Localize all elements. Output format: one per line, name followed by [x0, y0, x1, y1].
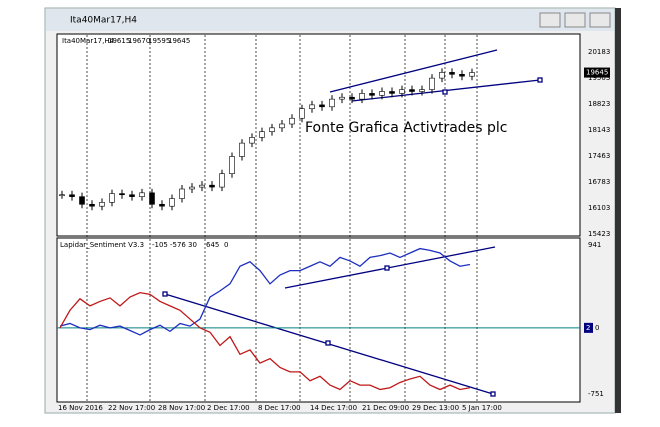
time-label: 28 Nov 17:00 — [158, 404, 205, 412]
candle — [219, 173, 225, 188]
candle — [389, 91, 395, 94]
candle — [409, 89, 415, 92]
title-bar — [46, 9, 614, 31]
price-tick-label: 18823 — [588, 100, 610, 108]
candle — [89, 203, 95, 207]
indicator-name: Lapidar_Sentiment V3.3 — [60, 241, 144, 249]
time-label: 16 Nov 2016 — [58, 404, 103, 412]
indicator-tick-label: -751 — [588, 390, 604, 398]
candle — [289, 117, 295, 125]
candle — [299, 108, 305, 119]
time-label: 5 Jan 17:00 — [462, 404, 502, 412]
level-box-label: 2 — [586, 324, 590, 332]
candle — [279, 123, 285, 129]
candle — [169, 198, 175, 207]
indicator-line — [59, 247, 471, 336]
watermark: Fonte Grafica Activtrades plc — [305, 120, 508, 136]
indicator-param: 645 — [206, 241, 219, 249]
candle — [339, 96, 345, 100]
candle — [469, 72, 475, 77]
candle — [449, 72, 455, 75]
candle — [179, 188, 185, 199]
price-tick-label: 16783 — [588, 178, 610, 186]
trendline-anchor — [384, 265, 390, 271]
indicator-param: 30 — [188, 241, 197, 249]
price-tick-label: 16103 — [588, 204, 610, 212]
candle — [459, 73, 465, 77]
indicator-param: -576 — [170, 241, 186, 249]
candle — [329, 98, 335, 108]
candle — [139, 192, 145, 197]
close-button[interactable] — [589, 12, 611, 28]
trendline — [284, 246, 496, 289]
time-label: 14 Dec 17:00 — [310, 404, 357, 412]
candle — [149, 192, 155, 205]
price-panel — [56, 33, 581, 237]
candle — [349, 96, 355, 100]
ohlc-value: 19595 — [148, 37, 170, 45]
time-label: 22 Nov 17:00 — [108, 404, 155, 412]
candle — [159, 203, 165, 207]
scrollbar[interactable] — [615, 8, 621, 413]
indicator-param: -105 — [152, 241, 168, 249]
candle — [239, 142, 245, 157]
trendline-anchor — [442, 89, 448, 95]
trendline-anchor — [325, 340, 331, 346]
indicator-line — [59, 291, 471, 391]
candle — [109, 193, 115, 203]
candle — [399, 89, 405, 94]
candle — [99, 202, 105, 207]
minimize-button[interactable] — [539, 12, 561, 28]
candle — [269, 127, 275, 132]
indicator-tick-label: 0 — [595, 324, 599, 332]
candle — [359, 93, 365, 100]
level-box — [584, 322, 593, 333]
candle — [249, 137, 255, 144]
candle — [229, 156, 235, 175]
trendline-anchor — [537, 77, 543, 83]
price-tick-label: 17463 — [588, 152, 610, 160]
candle — [309, 104, 315, 110]
candle — [379, 91, 385, 96]
candle — [79, 196, 85, 205]
trendline — [329, 49, 498, 93]
candle — [69, 194, 75, 197]
candle — [429, 77, 435, 90]
time-label: 2 Dec 17:00 — [207, 404, 250, 412]
indicator-panel — [56, 237, 581, 403]
candle — [369, 93, 375, 96]
current-price: 19645 — [586, 69, 608, 77]
candle — [59, 194, 65, 197]
candle — [119, 193, 125, 196]
price-tick-label: 15423 — [588, 230, 610, 238]
indicator-param: 0 — [224, 241, 228, 249]
candle — [319, 104, 325, 108]
time-label: 21 Dec 09:00 — [362, 404, 409, 412]
candle — [439, 72, 445, 79]
ohlc-value: 19615 — [108, 37, 130, 45]
price-tick-label: 19503 — [588, 74, 610, 82]
chart-symbol: Ita40Mar17,H4 — [62, 37, 115, 45]
candle — [189, 186, 195, 190]
candle — [199, 184, 205, 188]
price-tick-label: 20183 — [588, 48, 610, 56]
current-price-box — [584, 67, 610, 78]
ohlc-value: 19645 — [168, 37, 190, 45]
trendline-anchor — [162, 291, 168, 297]
candle — [419, 89, 425, 92]
candle — [259, 131, 265, 138]
trendline-anchor — [490, 391, 496, 397]
candle — [129, 194, 135, 197]
price-tick-label: 18143 — [588, 126, 610, 134]
candle — [209, 184, 215, 188]
ohlc-value: 19670 — [128, 37, 150, 45]
maximize-button[interactable] — [564, 12, 586, 28]
time-label: 29 Dec 13:00 — [412, 404, 459, 412]
time-label: 8 Dec 17:00 — [258, 404, 301, 412]
window-title: Ita40Mar17,H4 — [70, 16, 137, 26]
indicator-tick-label: 941 — [588, 241, 601, 249]
